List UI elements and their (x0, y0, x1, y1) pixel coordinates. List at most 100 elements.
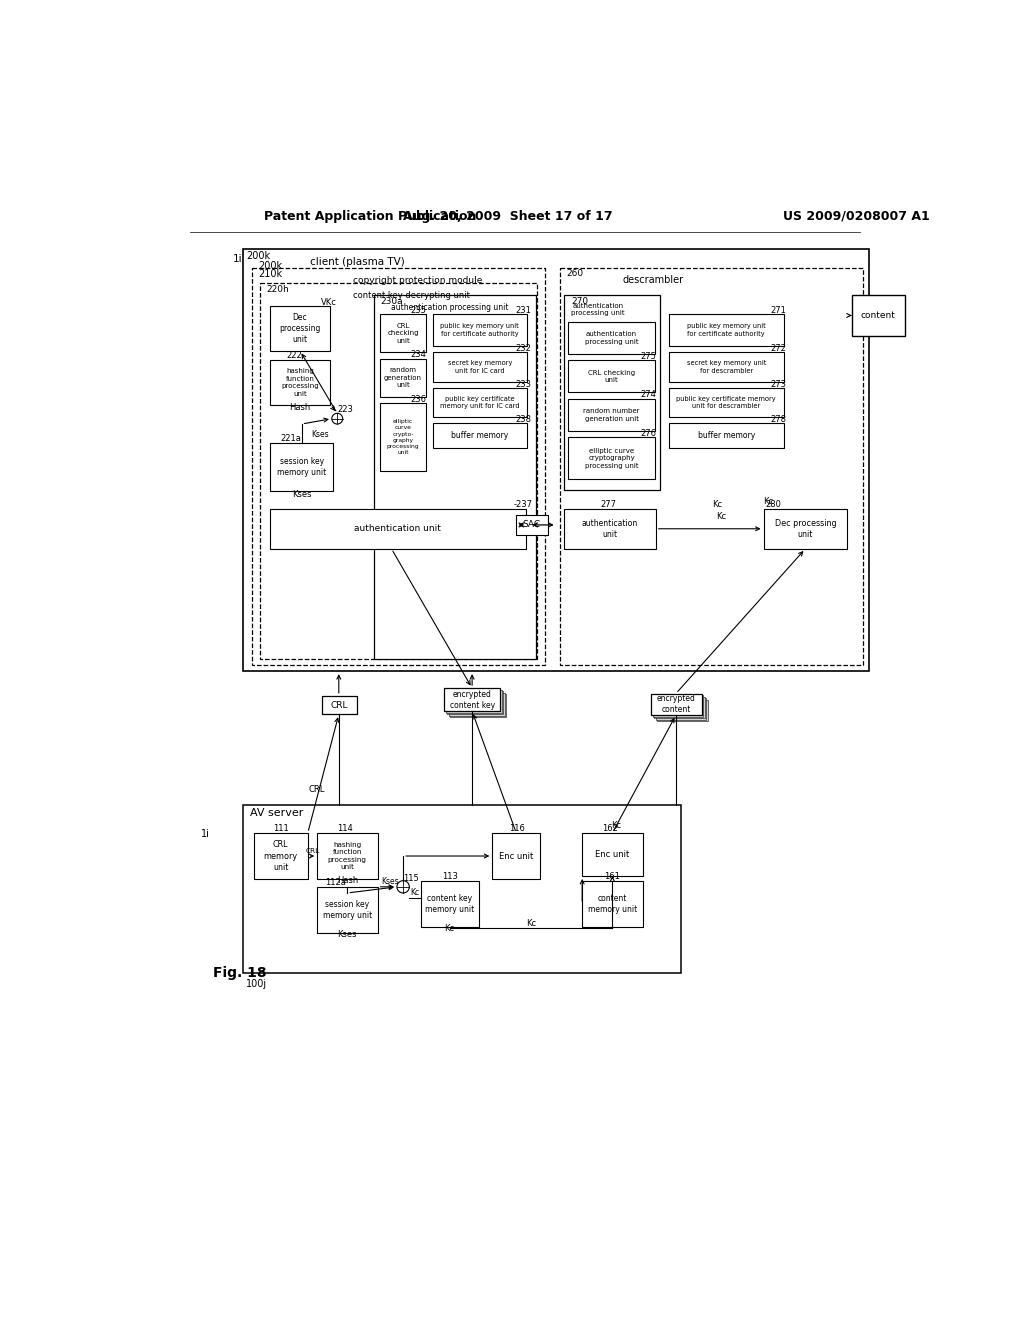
Text: Kses: Kses (381, 876, 398, 886)
Text: client (plasma TV): client (plasma TV) (310, 256, 404, 267)
Text: 270: 270 (571, 297, 589, 306)
Text: Patent Application Publication: Patent Application Publication (263, 210, 476, 223)
Text: hashing
function
processing
unit: hashing function processing unit (328, 842, 367, 870)
Text: Enc unit: Enc unit (499, 851, 534, 861)
Text: 235: 235 (411, 306, 426, 314)
Text: 114: 114 (337, 824, 353, 833)
Text: buffer memory: buffer memory (697, 432, 755, 440)
Text: Kses: Kses (292, 490, 311, 499)
Text: CRL
memory
unit: CRL memory unit (263, 841, 298, 871)
Text: Dec processing
unit: Dec processing unit (774, 519, 837, 539)
Text: 238: 238 (515, 414, 531, 424)
Text: elliptic curve
cryptography
processing unit: elliptic curve cryptography processing u… (585, 447, 638, 469)
Bar (560, 268, 862, 665)
Bar (270, 360, 331, 405)
Text: 116: 116 (509, 824, 525, 833)
Text: content key decrypting unit: content key decrypting unit (352, 290, 470, 300)
Text: 115: 115 (403, 874, 419, 883)
Text: descrambler: descrambler (623, 275, 684, 285)
Bar (669, 314, 783, 346)
Text: 234: 234 (411, 350, 426, 359)
Bar (447, 692, 503, 714)
Bar (270, 508, 525, 549)
Bar (568, 437, 655, 479)
Text: session key
memory unit: session key memory unit (276, 457, 327, 478)
Text: authentication
unit: authentication unit (582, 519, 638, 539)
Text: hashing
function
processing
unit: hashing function processing unit (282, 368, 318, 397)
Text: Kc: Kc (526, 919, 536, 928)
Text: 113: 113 (441, 871, 458, 880)
Text: 280: 280 (766, 500, 781, 510)
Text: 278: 278 (771, 414, 786, 424)
Text: 221a: 221a (281, 434, 301, 444)
Bar (317, 833, 378, 879)
Bar (243, 249, 869, 671)
Bar (657, 700, 708, 721)
Text: 272: 272 (771, 345, 786, 352)
Bar (652, 696, 703, 717)
Text: 1i: 1i (201, 829, 210, 840)
Text: secret key memory unit
for descrambler: secret key memory unit for descrambler (687, 360, 766, 374)
Bar (568, 360, 655, 392)
Text: content
memory unit: content memory unit (588, 894, 637, 913)
Text: 162: 162 (602, 824, 618, 833)
Text: CRL: CRL (308, 785, 325, 795)
Bar (432, 424, 527, 447)
Text: elliptic
curve
crypto-
graphy
processing
unit: elliptic curve crypto- graphy processing… (387, 420, 420, 455)
Text: 222: 222 (286, 351, 302, 360)
Bar (375, 296, 536, 659)
Text: buffer memory: buffer memory (452, 432, 509, 440)
Bar (380, 404, 426, 471)
Bar (432, 314, 527, 346)
Bar (254, 833, 308, 879)
Bar (515, 515, 548, 535)
Text: CRL: CRL (305, 847, 319, 854)
Text: Hash: Hash (290, 403, 310, 412)
Text: 275: 275 (641, 352, 656, 360)
Text: random number
generation unit: random number generation unit (584, 408, 640, 421)
Text: 232: 232 (515, 345, 531, 352)
Bar (270, 444, 334, 491)
Text: encrypted
content key: encrypted content key (450, 689, 495, 710)
Bar (651, 693, 701, 715)
Text: 277: 277 (600, 500, 616, 510)
Text: Kses: Kses (338, 931, 357, 939)
Text: 210k: 210k (258, 269, 283, 279)
Bar (564, 296, 660, 490)
Text: public key memory unit
for certificate authority: public key memory unit for certificate a… (440, 323, 519, 337)
Bar (260, 284, 538, 659)
Bar (493, 833, 541, 879)
Text: 236: 236 (411, 395, 426, 404)
Text: AV server: AV server (251, 808, 304, 818)
Text: encrypted
content: encrypted content (656, 694, 695, 714)
Text: 1i: 1i (232, 253, 243, 264)
Bar (432, 388, 527, 417)
Text: 260: 260 (566, 269, 584, 279)
Text: secret key memory
unit for IC card: secret key memory unit for IC card (447, 360, 512, 374)
Text: authentication processing unit: authentication processing unit (391, 304, 508, 313)
Text: authentication
processing unit: authentication processing unit (571, 302, 625, 315)
Text: random
generation
unit: random generation unit (384, 367, 422, 388)
Text: 271: 271 (771, 306, 786, 314)
Bar (583, 880, 643, 927)
Text: Kc: Kc (444, 924, 455, 933)
Text: 200k: 200k (246, 251, 270, 261)
Bar (270, 306, 331, 351)
Text: CRL
checking
unit: CRL checking unit (387, 322, 419, 343)
Text: 100j: 100j (246, 979, 267, 989)
Text: CRL: CRL (331, 701, 348, 710)
Bar (568, 322, 655, 354)
Text: 223: 223 (337, 405, 353, 414)
Bar (655, 698, 707, 719)
Text: Kses: Kses (311, 429, 329, 438)
Text: 111: 111 (272, 824, 289, 833)
Bar (449, 693, 505, 715)
Text: 161: 161 (604, 871, 621, 880)
Text: 231: 231 (515, 306, 531, 314)
Text: 230a: 230a (380, 297, 402, 306)
Text: copyright protection module: copyright protection module (352, 276, 482, 285)
Text: CRL checking
unit: CRL checking unit (588, 370, 635, 383)
Text: Kc: Kc (411, 888, 419, 896)
Text: content: content (861, 312, 896, 319)
Bar (380, 314, 426, 352)
